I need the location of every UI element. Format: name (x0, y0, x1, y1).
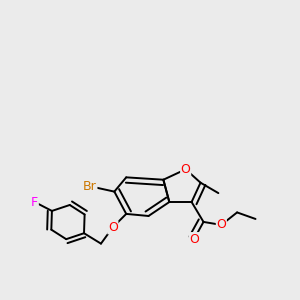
Text: O: O (189, 233, 199, 246)
Text: O: O (181, 163, 190, 176)
Text: O: O (108, 221, 118, 234)
Text: F: F (31, 196, 38, 208)
Text: O: O (216, 218, 226, 231)
Text: Br: Br (83, 180, 97, 193)
